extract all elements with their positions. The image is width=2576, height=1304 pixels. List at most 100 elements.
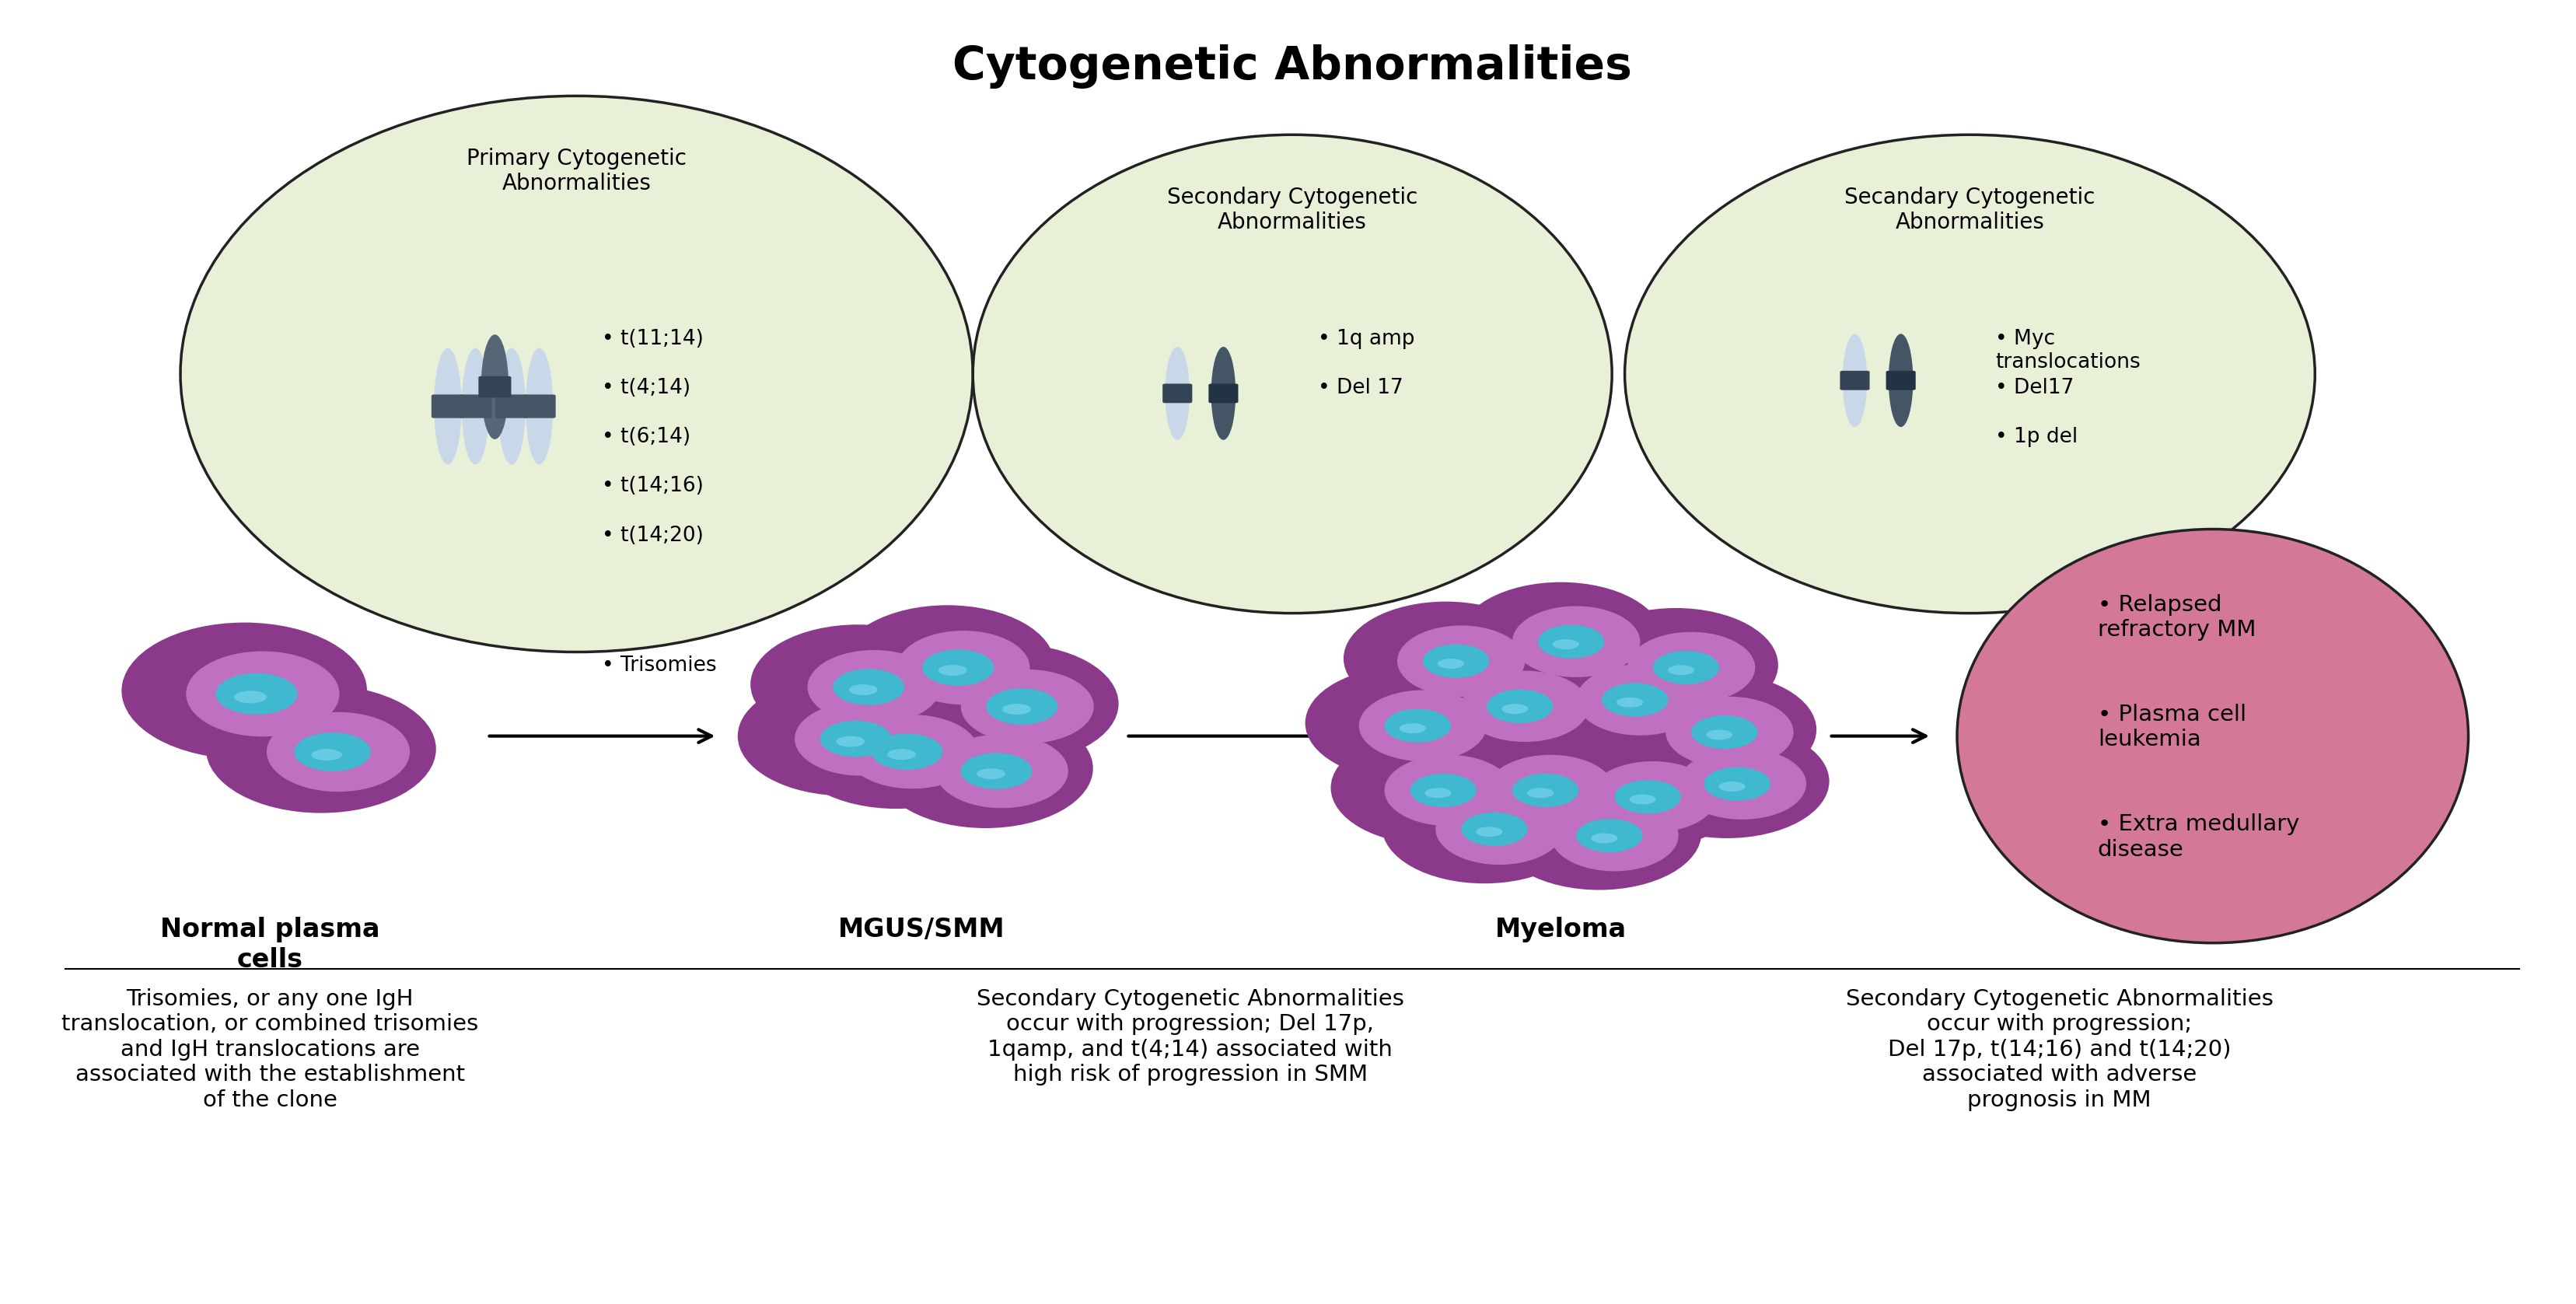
Text: • 1q amp: • 1q amp bbox=[1319, 329, 1414, 349]
Ellipse shape bbox=[1383, 709, 1450, 742]
Ellipse shape bbox=[1211, 347, 1236, 439]
Ellipse shape bbox=[1592, 833, 1618, 844]
Text: • Relapsed
refractory MM: • Relapsed refractory MM bbox=[2097, 593, 2257, 640]
Ellipse shape bbox=[1680, 748, 1806, 819]
Ellipse shape bbox=[1692, 716, 1757, 748]
Ellipse shape bbox=[1613, 673, 1816, 786]
Ellipse shape bbox=[793, 702, 927, 776]
Text: • t(4;14): • t(4;14) bbox=[603, 378, 690, 398]
Ellipse shape bbox=[185, 651, 340, 737]
Text: Trisomies, or any one IgH
translocation, or combined trisomies
and IgH transloca: Trisomies, or any one IgH translocation,… bbox=[62, 988, 479, 1111]
Ellipse shape bbox=[206, 685, 435, 812]
Ellipse shape bbox=[904, 644, 1118, 763]
Text: • Plasma cell
leukemia: • Plasma cell leukemia bbox=[2097, 704, 2246, 751]
Ellipse shape bbox=[1399, 724, 1427, 733]
Ellipse shape bbox=[1528, 788, 1553, 798]
Ellipse shape bbox=[832, 669, 904, 705]
Ellipse shape bbox=[1538, 625, 1605, 659]
Ellipse shape bbox=[268, 712, 410, 792]
Ellipse shape bbox=[461, 348, 489, 464]
Ellipse shape bbox=[1502, 704, 1528, 715]
Ellipse shape bbox=[840, 605, 1054, 725]
Ellipse shape bbox=[1406, 647, 1613, 760]
Ellipse shape bbox=[1574, 608, 1777, 722]
Ellipse shape bbox=[312, 748, 343, 760]
Ellipse shape bbox=[806, 651, 940, 724]
Ellipse shape bbox=[961, 752, 1033, 789]
Text: Secandary Cytogenetic
Abnormalities: Secandary Cytogenetic Abnormalities bbox=[1844, 186, 2094, 233]
FancyBboxPatch shape bbox=[479, 376, 510, 398]
FancyBboxPatch shape bbox=[1886, 370, 1917, 390]
Ellipse shape bbox=[1486, 755, 1615, 825]
Ellipse shape bbox=[1164, 347, 1190, 439]
Ellipse shape bbox=[180, 96, 974, 652]
Ellipse shape bbox=[1535, 737, 1739, 852]
Ellipse shape bbox=[1486, 690, 1553, 724]
Ellipse shape bbox=[1461, 812, 1528, 846]
Ellipse shape bbox=[1512, 606, 1641, 677]
Ellipse shape bbox=[1589, 762, 1716, 832]
Text: • Del 17: • Del 17 bbox=[1319, 378, 1404, 398]
Ellipse shape bbox=[1667, 665, 1695, 675]
Ellipse shape bbox=[938, 665, 966, 675]
Ellipse shape bbox=[737, 677, 953, 795]
Ellipse shape bbox=[1628, 632, 1754, 703]
Text: Cytogenetic Abnormalities: Cytogenetic Abnormalities bbox=[953, 44, 1633, 89]
Ellipse shape bbox=[1360, 690, 1486, 762]
Ellipse shape bbox=[1461, 670, 1589, 742]
Text: • Trisomies: • Trisomies bbox=[603, 656, 716, 675]
Ellipse shape bbox=[974, 134, 1613, 613]
Ellipse shape bbox=[1625, 725, 1829, 838]
Ellipse shape bbox=[1553, 639, 1579, 649]
Ellipse shape bbox=[1422, 644, 1489, 678]
Ellipse shape bbox=[976, 768, 1005, 780]
Ellipse shape bbox=[922, 649, 994, 686]
Text: Normal plasma
cells: Normal plasma cells bbox=[160, 917, 379, 973]
Ellipse shape bbox=[1522, 640, 1726, 754]
Ellipse shape bbox=[1705, 730, 1734, 739]
Ellipse shape bbox=[526, 348, 554, 464]
Ellipse shape bbox=[216, 673, 296, 715]
Ellipse shape bbox=[1396, 626, 1525, 696]
FancyBboxPatch shape bbox=[1839, 370, 1870, 390]
Text: • Del17: • Del17 bbox=[1996, 378, 2074, 398]
Ellipse shape bbox=[1602, 683, 1669, 717]
Ellipse shape bbox=[1654, 651, 1718, 685]
Ellipse shape bbox=[1842, 334, 1868, 426]
Text: • Myc
translocations: • Myc translocations bbox=[1996, 329, 2141, 372]
Ellipse shape bbox=[1332, 730, 1535, 845]
Text: • t(6;14): • t(6;14) bbox=[603, 426, 690, 447]
Ellipse shape bbox=[1718, 781, 1747, 792]
Ellipse shape bbox=[837, 735, 866, 747]
Ellipse shape bbox=[482, 335, 507, 439]
Text: Primary Cytogenetic
Abnormalities: Primary Cytogenetic Abnormalities bbox=[466, 147, 688, 194]
Ellipse shape bbox=[1383, 755, 1512, 825]
Ellipse shape bbox=[1958, 529, 2468, 943]
Ellipse shape bbox=[1551, 801, 1680, 871]
Ellipse shape bbox=[1476, 827, 1502, 837]
Text: Secondary Cytogenetic
Abnormalities: Secondary Cytogenetic Abnormalities bbox=[1167, 186, 1417, 233]
Text: Myeloma: Myeloma bbox=[1494, 917, 1625, 943]
Ellipse shape bbox=[819, 721, 891, 756]
Ellipse shape bbox=[1425, 788, 1450, 798]
Text: • Extra medullary
disease: • Extra medullary disease bbox=[2097, 814, 2300, 861]
Ellipse shape bbox=[750, 625, 966, 745]
Ellipse shape bbox=[850, 685, 878, 695]
Text: • t(14;16): • t(14;16) bbox=[603, 476, 703, 497]
Ellipse shape bbox=[1625, 134, 2316, 613]
Ellipse shape bbox=[1002, 704, 1030, 715]
Ellipse shape bbox=[1577, 819, 1643, 853]
Ellipse shape bbox=[987, 689, 1059, 725]
Ellipse shape bbox=[121, 622, 366, 759]
Text: Secondary Cytogenetic Abnormalities
occur with progression; Del 17p,
1qamp, and : Secondary Cytogenetic Abnormalities occu… bbox=[976, 988, 1404, 1086]
FancyBboxPatch shape bbox=[459, 395, 492, 419]
Ellipse shape bbox=[896, 631, 1030, 704]
Ellipse shape bbox=[961, 669, 1095, 743]
FancyBboxPatch shape bbox=[495, 395, 528, 419]
Ellipse shape bbox=[871, 734, 943, 769]
Ellipse shape bbox=[1497, 776, 1700, 889]
Text: • t(14;20): • t(14;20) bbox=[603, 526, 703, 545]
Ellipse shape bbox=[878, 708, 1092, 828]
Text: Secondary Cytogenetic Abnormalities
occur with progression;
Del 17p, t(14;16) an: Secondary Cytogenetic Abnormalities occu… bbox=[1844, 988, 2272, 1111]
Ellipse shape bbox=[1615, 780, 1682, 814]
